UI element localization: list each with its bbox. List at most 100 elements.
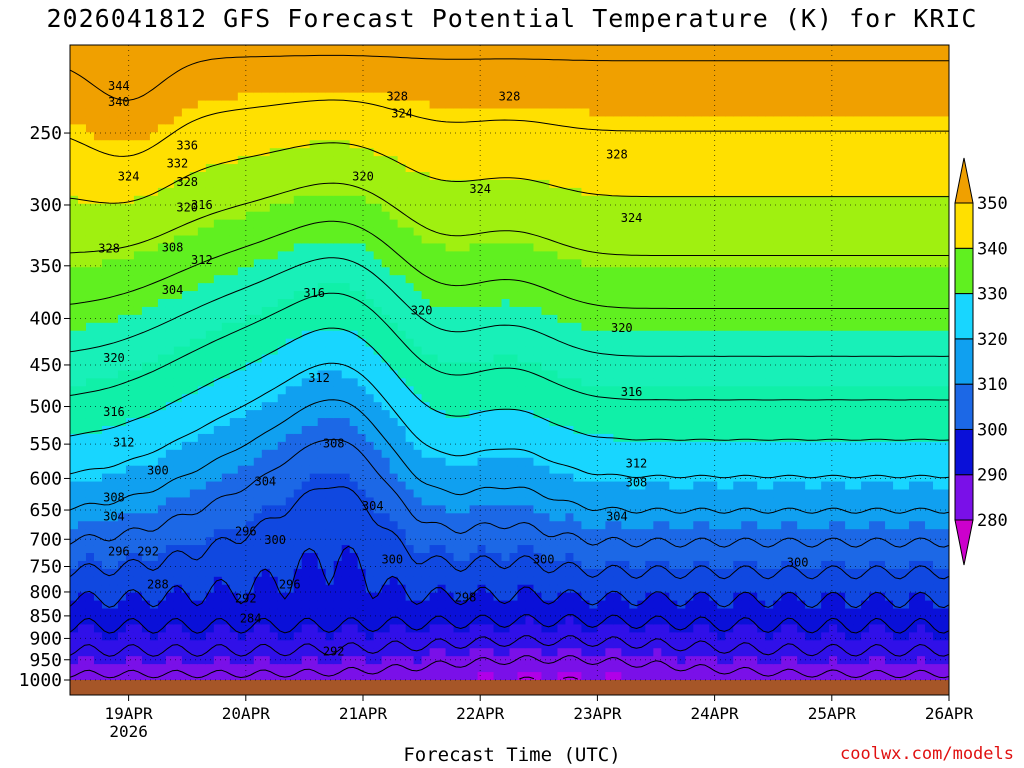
contour-band-cell xyxy=(141,449,151,459)
contour-band-cell xyxy=(421,672,431,681)
contour-band-cell xyxy=(541,426,551,435)
contour-band-cell xyxy=(437,441,447,451)
contour-band-cell xyxy=(277,489,287,499)
contour-band-cell xyxy=(125,568,135,578)
contour-band-cell xyxy=(189,672,199,681)
contour-band-cell xyxy=(189,648,199,657)
contour-band-cell xyxy=(197,156,207,165)
contour-band-cell xyxy=(325,306,335,316)
contour-band-cell xyxy=(269,68,279,78)
contour-band-cell xyxy=(509,243,519,252)
contour-band-cell xyxy=(493,338,503,348)
contour-band-cell xyxy=(509,314,519,324)
contour-band-cell xyxy=(413,489,423,499)
contour-band-cell xyxy=(453,291,463,300)
contour-band-cell xyxy=(101,497,111,506)
contour-band-cell xyxy=(509,251,519,260)
contour-band-cell xyxy=(549,370,559,379)
contour-band-cell xyxy=(509,410,519,419)
contour-band-cell xyxy=(485,457,495,467)
contour-band-cell xyxy=(453,267,463,276)
contour-band-cell xyxy=(421,92,431,102)
contour-band-cell xyxy=(253,529,263,538)
contour-band-cell xyxy=(261,116,271,125)
contour-band-cell xyxy=(93,156,103,165)
contour-band-cell xyxy=(157,568,167,578)
contour-band-cell xyxy=(541,664,551,673)
contour-band-cell xyxy=(253,76,263,86)
contour-band-cell xyxy=(253,632,263,641)
contour-band-cell xyxy=(213,283,223,292)
contour-band-cell xyxy=(325,481,335,491)
contour-band-cell xyxy=(429,529,439,538)
contour-band-cell xyxy=(189,211,199,221)
contour-band-cell xyxy=(549,251,559,260)
contour-band-cell xyxy=(85,76,95,86)
contour-band-cell xyxy=(125,600,135,610)
contour-band-cell xyxy=(453,537,463,546)
contour-band-cell xyxy=(277,632,287,641)
contour-band-cell xyxy=(557,521,567,530)
contour-band-cell xyxy=(421,394,431,403)
contour-band-cell xyxy=(541,529,551,538)
contour-band-cell xyxy=(325,426,335,435)
contour-band-cell xyxy=(301,227,311,237)
contour-band-cell xyxy=(229,386,239,395)
contour-band-cell xyxy=(237,608,247,618)
contour-band-cell xyxy=(325,545,335,554)
contour-band-cell xyxy=(165,473,175,483)
contour-band-cell xyxy=(70,473,79,483)
contour-band-cell xyxy=(189,537,199,546)
contour-band-cell xyxy=(285,465,295,475)
contour-band-cell xyxy=(189,84,199,94)
contour-band-cell xyxy=(213,124,223,133)
contour-band-cell xyxy=(461,211,471,221)
contour-band-cell xyxy=(493,116,503,125)
contour-band-cell xyxy=(517,378,527,387)
contour-band-cell xyxy=(189,584,199,594)
contour-band-cell xyxy=(501,299,511,308)
contour-band-cell xyxy=(493,608,503,618)
contour-band-cell xyxy=(493,449,503,459)
contour-band-cell xyxy=(557,584,567,594)
contour-band-cell xyxy=(325,291,335,300)
contour-band-cell xyxy=(501,616,511,626)
contour-band-cell xyxy=(517,473,527,483)
contour-band-cell xyxy=(141,314,151,324)
contour-band-cell xyxy=(357,624,367,633)
contour-band-cell xyxy=(373,465,383,475)
contour-band-cell xyxy=(173,481,183,491)
contour-band-cell xyxy=(485,640,495,649)
contour-band-cell xyxy=(197,481,207,491)
contour-band-cell xyxy=(157,140,167,149)
contour-band-cell xyxy=(221,473,231,483)
contour-band-cell xyxy=(325,267,335,276)
contour-band-cell xyxy=(333,132,343,141)
contour-band-cell xyxy=(533,410,543,419)
contour-band-cell xyxy=(373,457,383,467)
contour-band-cell xyxy=(525,124,535,133)
contour-band-cell xyxy=(517,362,527,372)
contour-band-cell xyxy=(85,568,95,578)
contour-band-cell xyxy=(309,457,319,467)
contour-band-cell xyxy=(181,426,191,435)
contour-band-cell xyxy=(485,394,495,403)
contour-band-cell xyxy=(309,521,319,530)
contour-band-cell xyxy=(453,521,463,530)
contour-band-cell xyxy=(405,108,415,118)
contour-band-cell xyxy=(397,426,407,435)
contour-band-cell xyxy=(429,60,439,70)
contour-band-cell xyxy=(117,172,127,181)
contour-band-cell xyxy=(245,560,255,570)
contour-band-cell xyxy=(173,418,183,427)
contour-band-cell xyxy=(229,291,239,300)
contour-band-cell xyxy=(157,283,167,292)
contour-band-cell xyxy=(557,346,567,356)
contour-band-cell xyxy=(389,473,399,483)
contour-band-cell xyxy=(445,426,455,435)
contour-band-cell xyxy=(173,505,183,514)
contour-band-cell xyxy=(149,489,159,499)
contour-band-cell xyxy=(501,235,511,245)
contour-band-cell xyxy=(213,338,223,348)
contour-band-cell xyxy=(261,433,271,443)
